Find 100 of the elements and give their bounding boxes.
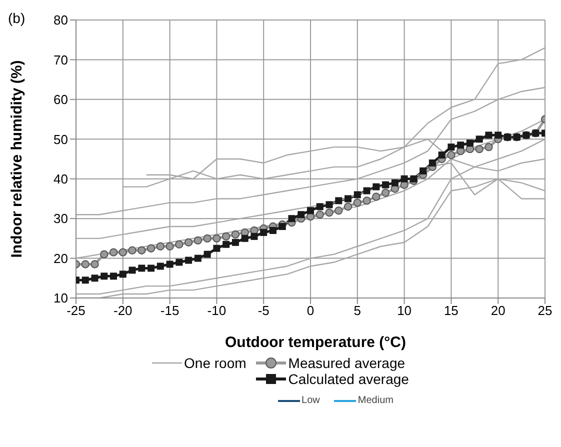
point: [269, 226, 276, 234]
point: [260, 228, 268, 236]
point: [362, 196, 371, 205]
x-axis-title: Outdoor temperature (°C): [224, 334, 407, 351]
y-tick-label: 80: [54, 12, 68, 28]
point: [316, 210, 324, 219]
point: [326, 201, 333, 208]
point: [457, 142, 464, 149]
point: [400, 175, 408, 182]
x-tick-label: -25: [66, 303, 86, 318]
y-tick-label: 20: [54, 250, 68, 266]
point: [438, 152, 446, 159]
x-tick-label: 5: [354, 303, 362, 318]
point: [166, 242, 174, 250]
point: [118, 248, 127, 256]
point: [156, 242, 165, 250]
point: [109, 248, 118, 256]
point: [185, 256, 192, 264]
point: [335, 197, 342, 204]
point: [241, 234, 248, 242]
y-tick-label: 30: [54, 211, 68, 226]
x-tick-label: 0: [306, 303, 314, 318]
point: [166, 260, 174, 268]
point: [428, 159, 436, 166]
point: [175, 240, 184, 248]
point: [494, 132, 502, 139]
point: [344, 202, 352, 211]
point: [176, 258, 183, 266]
x-tick-label: -10: [207, 303, 226, 318]
legend-label: Low: [302, 395, 320, 406]
x-tick-label: -20: [114, 303, 132, 318]
point: [410, 175, 418, 182]
point: [316, 203, 324, 210]
legend-label: Calculated average: [288, 371, 409, 387]
legend-label: Measured average: [288, 355, 406, 371]
point: [138, 246, 146, 254]
point: [119, 270, 126, 278]
point: [231, 230, 240, 239]
point: [298, 211, 305, 218]
point: [354, 191, 361, 198]
point: [222, 232, 230, 241]
point: [448, 144, 455, 151]
point: [128, 266, 136, 274]
point: [250, 232, 258, 240]
point: [476, 136, 483, 143]
point: [232, 238, 239, 246]
point: [222, 240, 230, 248]
point: [100, 250, 108, 258]
point: [91, 274, 98, 282]
point: [484, 142, 493, 152]
y-tick-label: 50: [54, 132, 68, 147]
y-tick-label: 10: [54, 290, 68, 306]
line-series: [76, 86, 545, 216]
point: [184, 238, 193, 246]
x-tick-label: 15: [444, 303, 458, 318]
x-tick-label: 10: [397, 303, 412, 318]
y-tick-label: 60: [54, 92, 68, 108]
x-tick-label: 25: [538, 303, 552, 318]
point: [485, 132, 492, 139]
point: [288, 215, 296, 222]
chart-title: (b): [8, 10, 26, 26]
point: [475, 144, 484, 154]
point: [381, 188, 390, 197]
point: [128, 246, 136, 254]
point: [344, 195, 352, 202]
point: [213, 244, 220, 252]
point: [466, 140, 474, 147]
point: [382, 181, 390, 188]
point: [447, 150, 456, 160]
point: [110, 272, 118, 280]
x-tick-label: -15: [160, 303, 180, 318]
point: [148, 264, 155, 272]
point: [307, 207, 314, 214]
point: [212, 234, 221, 243]
point: [156, 262, 164, 270]
point: [372, 183, 380, 190]
point: [100, 272, 108, 280]
y-axis-title: Indoor relative humidity (%): [8, 60, 26, 258]
point: [204, 250, 211, 258]
legend-label: Medium: [358, 395, 394, 406]
point: [391, 179, 398, 186]
point: [81, 260, 90, 268]
x-tick-label: -5: [258, 303, 270, 318]
point: [194, 236, 202, 245]
point: [325, 208, 334, 217]
y-tick-label: 40: [54, 171, 68, 186]
y-tick-label: 70: [54, 52, 68, 68]
point: [146, 244, 156, 252]
point: [82, 276, 89, 284]
point: [138, 264, 146, 272]
point: [334, 206, 343, 215]
point: [372, 192, 380, 201]
x-tick-label: 20: [490, 303, 506, 318]
point: [278, 223, 286, 230]
point: [353, 198, 362, 207]
point: [194, 254, 202, 262]
legend-label: One room: [184, 355, 246, 371]
point: [203, 234, 212, 243]
point: [363, 187, 370, 194]
point: [420, 167, 427, 174]
